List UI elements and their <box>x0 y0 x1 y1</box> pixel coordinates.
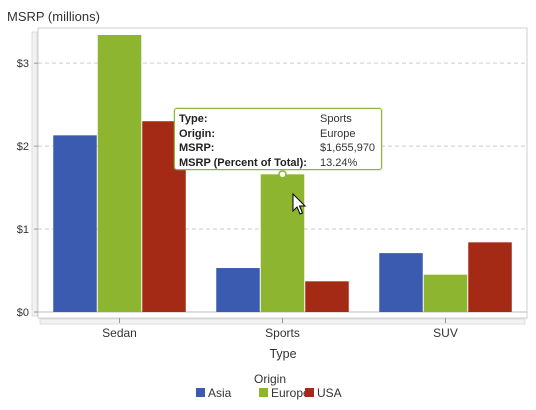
tooltip-value: Europe <box>320 127 356 140</box>
legend-title: Origin <box>254 372 286 386</box>
bar-suv-usa[interactable] <box>468 242 512 312</box>
legend: Asia Europe USA <box>196 386 342 400</box>
bar-sedan-europe[interactable] <box>97 34 142 312</box>
legend-label-europe: Europe <box>271 386 310 400</box>
tooltip-value: 13.24% <box>320 156 358 169</box>
tooltip-value: Sports <box>320 113 352 125</box>
bar-suv-europe[interactable] <box>423 274 468 312</box>
y-tick-label: $1 <box>17 224 29 236</box>
tooltip-value: $1,655,970 <box>320 142 376 154</box>
x-tick-label: Sedan <box>102 326 137 340</box>
bars <box>53 34 512 312</box>
tooltip-row-type: Type: Sports <box>179 112 381 127</box>
legend-swatch-europe <box>259 388 268 397</box>
legend-swatch-asia <box>196 388 205 397</box>
y-tick-label: $0 <box>17 307 29 319</box>
x-tick-label: Sports <box>265 326 300 340</box>
legend-swatch-usa <box>305 388 314 397</box>
y-tick-label: $3 <box>17 58 29 70</box>
highlight-marker <box>278 170 287 179</box>
tooltip-row-origin: Origin: Europe <box>179 127 381 142</box>
legend-label-asia: Asia <box>208 386 232 400</box>
y-axis-ticks: $0 $1 $2 $3 <box>17 58 38 319</box>
tooltip-key: MSRP (Percent of Total): <box>179 156 307 169</box>
x-axis-title: Type <box>269 347 296 361</box>
tooltip-row-percent: MSRP (Percent of Total): 13.24% <box>179 156 381 171</box>
tooltip-key: Origin: <box>179 127 216 140</box>
x-axis-ticks: Sedan Sports SUV <box>102 318 458 340</box>
y-tick-label: $2 <box>17 141 29 153</box>
tooltip-key: MSRP: <box>179 142 215 154</box>
bar-suv-asia[interactable] <box>379 253 423 312</box>
bar-sports-usa[interactable] <box>305 281 349 312</box>
x-tick-label: SUV <box>433 326 458 340</box>
y-axis-title: MSRP (millions) <box>7 9 100 24</box>
y-scrollbar[interactable] <box>31 31 38 317</box>
tooltip-key: Type: <box>179 113 208 125</box>
cursor-arrow <box>292 192 307 215</box>
mouse-cursor-icon <box>292 192 307 215</box>
data-tooltip: Type: Sports Origin: Europe MSRP: $1,655… <box>174 108 382 170</box>
bar-sports-europe[interactable] <box>260 174 305 312</box>
tooltip-row-msrp: MSRP: $1,655,970 <box>179 141 381 156</box>
bar-sedan-asia[interactable] <box>53 135 97 312</box>
legend-label-usa: USA <box>317 386 342 400</box>
bar-sports-asia[interactable] <box>216 268 260 312</box>
